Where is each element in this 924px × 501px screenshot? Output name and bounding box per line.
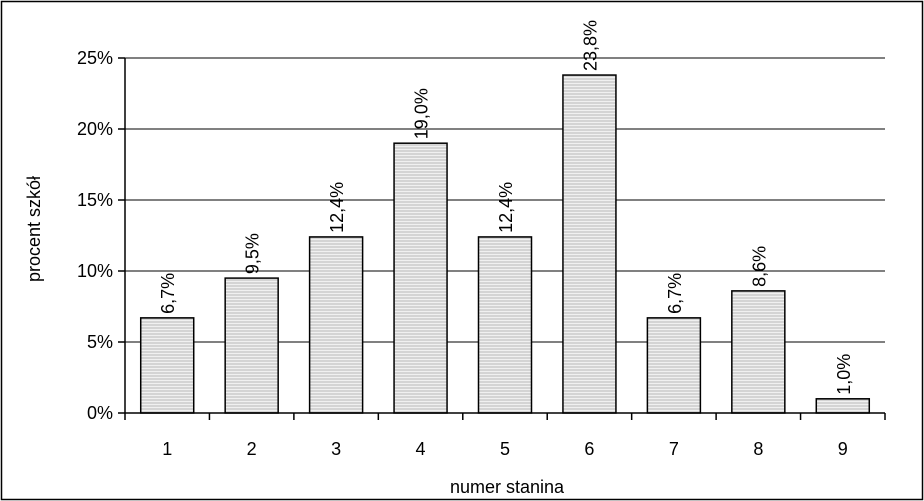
- bar-5: [477, 236, 533, 414]
- data-label-9: 1,0%: [834, 354, 854, 395]
- x-tick-label-7: 7: [669, 439, 679, 459]
- y-tick-label-3: 15%: [77, 190, 113, 210]
- y-tick-label-5: 25%: [77, 48, 113, 68]
- data-label-5: 12,4%: [496, 182, 516, 233]
- x-tick-label-8: 8: [753, 439, 763, 459]
- x-tick-label-4: 4: [416, 439, 426, 459]
- bar-8: [731, 290, 786, 414]
- x-tick-label-1: 1: [162, 439, 172, 459]
- y-tick-label-4: 20%: [77, 119, 113, 139]
- bar-4: [393, 142, 448, 414]
- y-tick-label-2: 10%: [77, 261, 113, 281]
- bar-2: [224, 277, 279, 414]
- x-tick-label-9: 9: [838, 439, 848, 459]
- axes: [118, 57, 886, 420]
- x-tick-label-6: 6: [584, 439, 594, 459]
- x-tick-label-2: 2: [247, 439, 257, 459]
- y-tick-label-1: 5%: [87, 332, 113, 352]
- labels: 6,7% 9,5% 12,4% 19,0% 12,4% 23,8% 6,7% 8,6% 1,0%…: [77, 20, 854, 459]
- data-label-8: 8,6%: [749, 246, 769, 287]
- bar-7: [646, 317, 702, 414]
- data-label-6: 23,8%: [580, 20, 600, 71]
- bars: [139, 74, 871, 414]
- x-tick-label-5: 5: [500, 439, 510, 459]
- x-axis-title: numer stanina: [450, 477, 565, 497]
- data-label-1: 6,7%: [158, 273, 178, 314]
- bar-1: [139, 317, 195, 414]
- data-label-2: 9,5%: [243, 233, 263, 274]
- bar-6: [562, 74, 617, 414]
- data-label-3: 12,4%: [327, 182, 347, 233]
- y-axis-title: procent szkół: [24, 176, 44, 282]
- y-tick-label-0: 0%: [87, 403, 113, 423]
- bar-3: [308, 236, 364, 414]
- data-label-7: 6,7%: [665, 273, 685, 314]
- x-tick-label-3: 3: [331, 439, 341, 459]
- bar-9: [815, 398, 871, 414]
- data-label-4: 19,0%: [412, 88, 432, 139]
